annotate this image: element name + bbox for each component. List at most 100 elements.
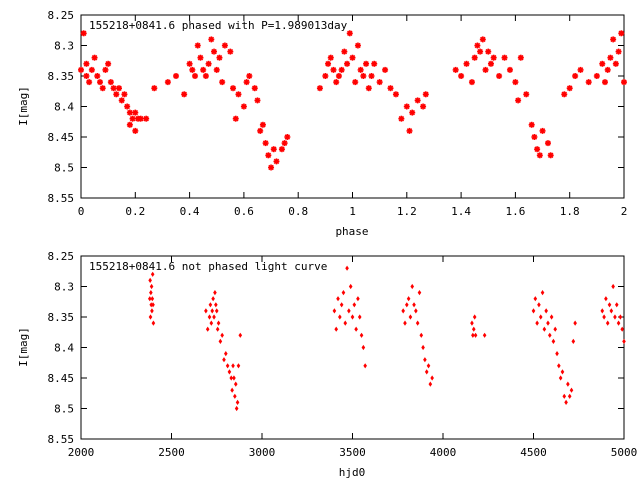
x-tick-label: 0.6	[234, 205, 254, 218]
data-point	[531, 308, 536, 314]
data-point	[192, 73, 199, 79]
data-point	[347, 308, 351, 314]
data-point	[126, 121, 133, 128]
data-point	[604, 66, 611, 73]
data-point	[523, 91, 530, 98]
data-point	[124, 103, 131, 110]
data-point	[230, 387, 234, 393]
data-point	[232, 375, 236, 381]
data-point	[371, 60, 378, 67]
data-point	[363, 60, 370, 67]
data-point	[343, 320, 348, 326]
data-point	[148, 314, 153, 320]
data-point	[233, 381, 238, 387]
data-point	[422, 91, 429, 98]
data-point	[376, 79, 383, 86]
data-point	[325, 60, 332, 67]
data-point	[428, 381, 433, 387]
y-tick-label: 8.55	[48, 433, 75, 446]
data-point	[216, 320, 221, 326]
data-point	[126, 109, 133, 116]
data-point	[214, 302, 218, 308]
data-point	[403, 320, 407, 326]
data-point	[410, 283, 415, 290]
data-point	[398, 115, 405, 122]
data-point	[618, 314, 623, 320]
y-tick-label: 8.45	[48, 131, 75, 144]
data-point	[316, 85, 323, 92]
data-point	[401, 308, 405, 314]
data-point	[406, 127, 413, 134]
light-curve-plot: 155218+0841.6 not phased light curve hjd…	[17, 250, 637, 479]
data-point	[83, 73, 90, 79]
data-point	[540, 290, 545, 296]
data-point	[91, 54, 98, 61]
data-point	[105, 60, 112, 67]
data-point	[405, 302, 409, 308]
data-point	[150, 296, 155, 302]
data-point	[334, 326, 339, 332]
data-point	[341, 290, 346, 296]
data-point	[147, 296, 152, 302]
data-point	[80, 30, 87, 37]
data-point	[224, 351, 228, 357]
data-point	[406, 296, 411, 302]
axis-ticks: 2000 2500 3000 3500 4000 4500 5000 8.25 8.3 8.35 8…	[48, 250, 638, 459]
data-point	[278, 146, 285, 153]
data-point	[487, 60, 494, 67]
data-point	[537, 302, 541, 308]
data-point	[569, 387, 574, 393]
data-point	[361, 344, 366, 351]
data-point	[208, 36, 215, 43]
y-tick-label: 8.3	[54, 281, 74, 294]
y-tick-label: 8.3	[54, 40, 74, 53]
x-tick-label: 4500	[520, 446, 547, 459]
data-point	[143, 115, 150, 122]
data-point	[202, 73, 209, 79]
data-point	[549, 314, 554, 320]
plot-title: 155218+0841.6 not phased light curve	[89, 260, 327, 273]
data-point	[254, 97, 261, 104]
data-point	[262, 140, 269, 147]
x-axis-title: phase	[335, 225, 368, 238]
data-point	[602, 314, 606, 320]
data-point	[470, 320, 474, 326]
x-tick-label: 1	[349, 205, 356, 218]
data-point	[338, 314, 342, 320]
data-point	[234, 405, 239, 412]
data-point	[392, 91, 399, 98]
data-point	[553, 326, 558, 332]
data-point	[534, 146, 541, 153]
data-point	[490, 54, 497, 61]
data-point	[555, 351, 559, 357]
data-point	[336, 296, 340, 302]
data-point	[200, 66, 207, 73]
y-tick-label: 8.25	[48, 9, 75, 22]
data-point	[424, 369, 429, 375]
data-point	[566, 85, 573, 92]
data-point	[102, 66, 109, 73]
data-point	[613, 314, 617, 320]
data-point	[121, 91, 128, 98]
data-point	[533, 296, 538, 302]
data-point	[341, 48, 348, 55]
data-point	[536, 152, 543, 159]
data-point	[151, 85, 158, 92]
data-point	[149, 302, 154, 308]
data-point	[360, 73, 367, 79]
data-point	[338, 66, 345, 73]
data-point	[209, 320, 214, 326]
data-point	[573, 320, 577, 326]
data-point	[221, 42, 228, 49]
y-axis-title: I[mag]	[17, 86, 30, 126]
data-point	[207, 314, 212, 320]
data-point	[235, 91, 242, 98]
y-tick-label: 8.35	[48, 70, 75, 83]
y-tick-label: 8.25	[48, 250, 75, 263]
data-point	[151, 320, 156, 326]
data-point	[238, 332, 243, 338]
data-point	[622, 338, 626, 344]
data-point	[357, 66, 364, 73]
y-tick-label: 8.55	[48, 192, 75, 205]
data-point	[211, 296, 215, 302]
